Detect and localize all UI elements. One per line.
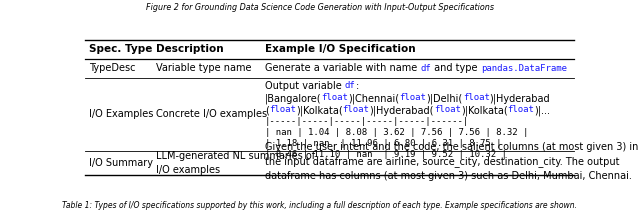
Text: |Bangalore(: |Bangalore( bbox=[265, 93, 322, 104]
Text: Figure 2 for Grounding Data Science Code Generation with Input-Output Specificat: Figure 2 for Grounding Data Science Code… bbox=[146, 3, 494, 12]
Text: | 1.18 | nan  | 11.96 | 6.80 | 6.31 | 8.75 |: | 1.18 | nan | 11.96 | 6.80 | 6.31 | 8.7… bbox=[265, 140, 502, 149]
Text: df: df bbox=[420, 64, 431, 73]
Text: float: float bbox=[434, 105, 461, 114]
Text: Example I/O Specification: Example I/O Specification bbox=[265, 44, 415, 54]
Text: float: float bbox=[399, 93, 426, 102]
Text: |-----|-----|-----|-----|-----|------|: |-----|-----|-----|-----|-----|------| bbox=[265, 117, 469, 126]
Text: Output variable: Output variable bbox=[265, 81, 345, 91]
Text: float: float bbox=[463, 93, 490, 102]
Text: )|...: )|... bbox=[534, 105, 550, 116]
Text: and type: and type bbox=[431, 63, 481, 73]
Text: )|Hyderabad: )|Hyderabad bbox=[490, 93, 550, 104]
Text: LLM-generated NL summaries of
I/O examples: LLM-generated NL summaries of I/O exampl… bbox=[156, 151, 315, 175]
Text: )|Kolkata(: )|Kolkata( bbox=[296, 105, 342, 116]
Text: Generate a variable with name: Generate a variable with name bbox=[265, 63, 420, 73]
Text: I/O Examples: I/O Examples bbox=[89, 109, 154, 119]
Text: df: df bbox=[345, 81, 356, 90]
Text: Variable type name: Variable type name bbox=[156, 63, 252, 73]
Text: Table 1: Types of I/O specifications supported by this work, including a full de: Table 1: Types of I/O specifications sup… bbox=[63, 201, 577, 210]
Text: I/O Summary: I/O Summary bbox=[89, 158, 153, 168]
Text: | 8.46 | 11.10 | nan  | 9.19 | 9.52 | 10.32 |: | 8.46 | 11.10 | nan | 9.19 | 9.52 | 10.… bbox=[265, 150, 507, 159]
Text: :: : bbox=[356, 81, 359, 91]
Text: Given the user intent and the code, the salient columns (at most given 3) in
the: Given the user intent and the code, the … bbox=[265, 142, 638, 181]
Text: float: float bbox=[342, 105, 369, 114]
Text: )|Hyderabad(: )|Hyderabad( bbox=[369, 105, 434, 116]
Text: Description: Description bbox=[156, 44, 223, 54]
Text: Spec. Type: Spec. Type bbox=[89, 44, 152, 54]
Text: float: float bbox=[322, 93, 349, 102]
Text: TypeDesc: TypeDesc bbox=[89, 63, 136, 73]
Text: | nan | 1.04 | 8.08 | 3.62 | 7.56 | 7.56 | 8.32 |: | nan | 1.04 | 8.08 | 3.62 | 7.56 | 7.56… bbox=[265, 128, 529, 137]
Text: float: float bbox=[269, 105, 296, 114]
Text: Concrete I/O examples: Concrete I/O examples bbox=[156, 109, 267, 119]
Text: (: ( bbox=[265, 105, 269, 115]
Text: pandas.DataFrame: pandas.DataFrame bbox=[481, 64, 567, 73]
Text: float: float bbox=[508, 105, 534, 114]
Text: )|Kolkata(: )|Kolkata( bbox=[461, 105, 508, 116]
Text: )|Delhi(: )|Delhi( bbox=[426, 93, 463, 104]
Text: )|Chennai(: )|Chennai( bbox=[349, 93, 399, 104]
